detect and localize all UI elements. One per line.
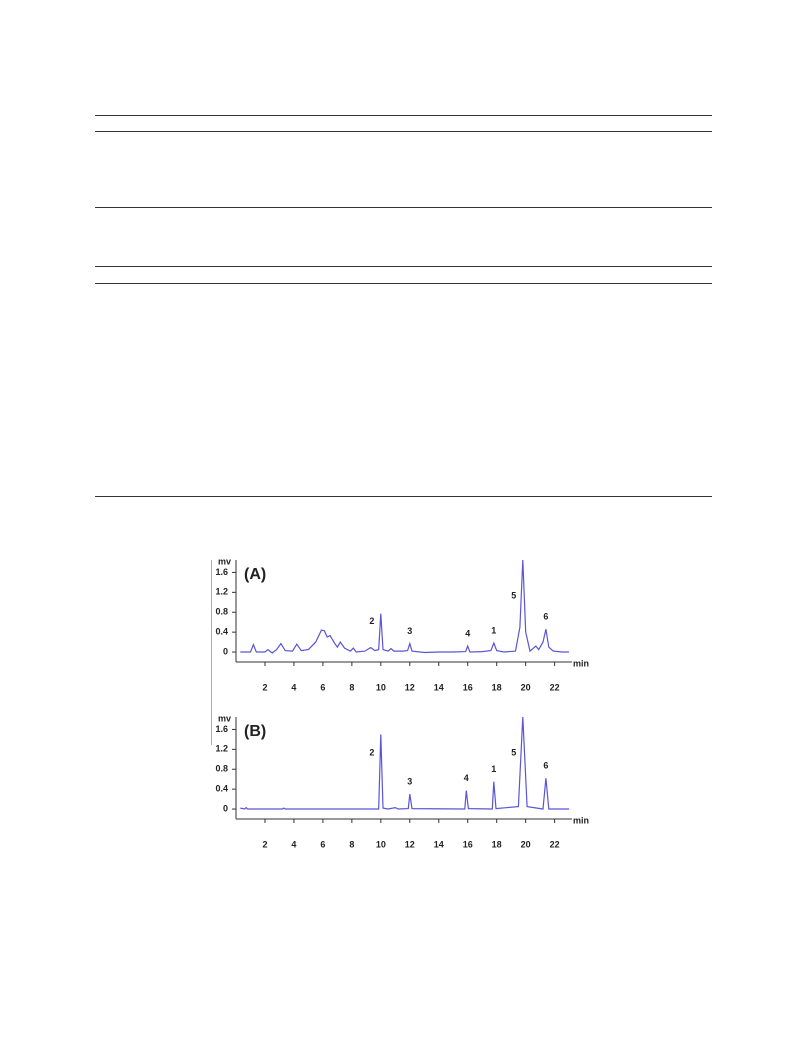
peak-label: 3 (407, 626, 412, 636)
y-tick-label: 0 (223, 646, 228, 656)
x-axis-label: min (573, 815, 589, 825)
x-tick-label: 16 (463, 682, 473, 692)
x-tick-label: 16 (463, 839, 473, 849)
peak-label: 4 (464, 773, 469, 783)
y-tick-label: 0.8 (215, 607, 228, 617)
panel-label: (A) (244, 566, 266, 583)
peak-label: 1 (491, 625, 496, 635)
peak-label: 4 (465, 628, 470, 638)
y-tick-label: 1.6 (215, 724, 228, 734)
y-tick-label: 1.6 (215, 567, 228, 577)
x-tick-label: 10 (376, 839, 386, 849)
trace (240, 560, 570, 654)
x-axis-label: min (573, 658, 589, 668)
y-axis-label: mv (218, 713, 231, 723)
x-tick-label: 4 (291, 682, 296, 692)
y-tick-label: 0.8 (215, 764, 228, 774)
x-tick-label: 14 (434, 682, 444, 692)
peak-label: 6 (543, 612, 548, 622)
x-tick-label: 20 (521, 682, 531, 692)
table-rules (95, 115, 712, 745)
x-tick-label: 10 (376, 682, 386, 692)
y-axis-label: mv (218, 556, 231, 566)
y-tick-label: 0 (223, 803, 228, 813)
y-tick-label: 1.2 (215, 587, 228, 597)
x-tick-label: 8 (349, 682, 354, 692)
x-tick-label: 12 (405, 839, 415, 849)
peak-label: 6 (543, 761, 548, 771)
panel-label: (B) (244, 723, 266, 740)
x-tick-label: 18 (492, 682, 502, 692)
peak-label: 5 (511, 591, 516, 601)
x-tick-label: 22 (550, 682, 560, 692)
x-tick-label: 18 (492, 839, 502, 849)
peak-label: 2 (369, 616, 374, 626)
peak-label: 5 (511, 748, 516, 758)
x-tick-label: 4 (291, 839, 296, 849)
x-tick-label: 2 (262, 839, 267, 849)
peak-label: 2 (369, 748, 374, 758)
y-tick-label: 0.4 (215, 784, 228, 794)
x-tick-label: 2 (262, 682, 267, 692)
trace (240, 717, 570, 810)
x-tick-label: 22 (550, 839, 560, 849)
x-tick-label: 6 (320, 839, 325, 849)
x-tick-label: 6 (320, 682, 325, 692)
x-tick-label: 14 (434, 839, 444, 849)
x-tick-label: 12 (405, 682, 415, 692)
y-tick-label: 1.2 (215, 744, 228, 754)
x-tick-label: 20 (521, 839, 531, 849)
y-tick-label: 0.4 (215, 627, 228, 637)
x-tick-label: 8 (349, 839, 354, 849)
peak-label: 1 (491, 764, 496, 774)
peak-label: 3 (407, 776, 412, 786)
